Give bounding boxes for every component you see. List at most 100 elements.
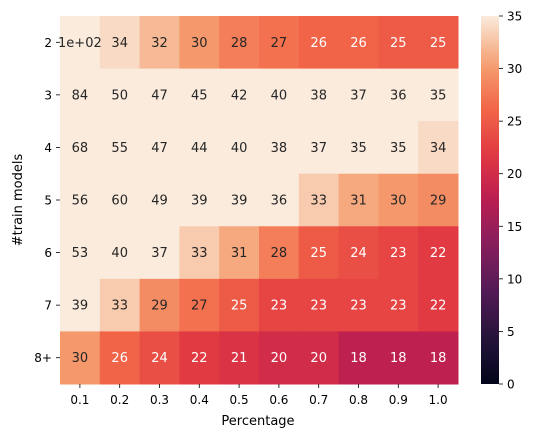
x-tick-label: 1.0 — [429, 393, 448, 407]
heatmap-cell — [139, 331, 180, 385]
colorbar-ticks: 0 5 10 15 20 25 30 35 — [499, 10, 522, 392]
heatmap-cell — [179, 278, 220, 332]
x-tick-label: 0.9 — [389, 393, 408, 407]
cell-label: 18 — [430, 351, 447, 366]
colorbar-tick-label: 20 — [507, 167, 522, 181]
heatmap-cell — [139, 226, 180, 280]
cell-label: 30 — [390, 194, 407, 209]
colorbar-tick-label: 15 — [507, 220, 522, 234]
cell-label: 24 — [151, 351, 168, 366]
heatmap-cell — [298, 16, 340, 70]
cell-label: 37 — [350, 88, 367, 103]
cell-label: 33 — [111, 299, 128, 314]
heatmap-cell — [378, 16, 419, 70]
heatmap-cell — [298, 121, 340, 175]
heatmap-cell — [99, 16, 141, 70]
cell-label: 22 — [430, 246, 447, 261]
cell-label: 28 — [231, 36, 248, 51]
heatmap-cell — [418, 121, 459, 175]
heatmap-cell — [179, 68, 220, 122]
cell-label: 47 — [151, 141, 168, 156]
cell-label: 35 — [430, 88, 447, 103]
cell-label: 18 — [350, 351, 367, 366]
cell-label: 22 — [430, 299, 447, 314]
cell-label: 44 — [191, 141, 208, 156]
heatmap-cell — [298, 68, 340, 122]
heatmap-cell — [378, 68, 419, 122]
heatmap-cell — [298, 331, 340, 385]
cell-label: 25 — [310, 246, 327, 261]
cell-label: 40 — [111, 246, 128, 261]
x-axis: 0.1 0.2 0.3 0.4 0.5 0.6 0.7 0.8 0.9 1.0 — [70, 384, 448, 407]
cell-label: 53 — [72, 246, 89, 261]
heatmap-cell — [179, 226, 220, 280]
heatmap-cell — [99, 331, 141, 385]
x-tick-label: 0.5 — [230, 393, 249, 407]
cell-label: 28 — [271, 246, 288, 261]
cell-label: 26 — [350, 36, 367, 51]
colorbar-tick-label: 0 — [507, 378, 515, 392]
heatmap-cell — [338, 331, 379, 385]
heatmap-cell — [338, 68, 379, 122]
cell-label: 40 — [271, 88, 288, 103]
heatmap-cell — [418, 226, 459, 280]
heatmap-cell — [338, 173, 379, 227]
heatmap-cell — [418, 278, 459, 332]
heatmap-cell — [338, 16, 379, 70]
heatmap-cell — [378, 331, 419, 385]
heatmap-cell — [60, 121, 101, 175]
heatmap-cell — [378, 121, 419, 175]
cell-label: 27 — [191, 299, 208, 314]
cell-annotations: 1e+02 34 32 30 28 27 26 26 25 25 84 50 47 45 42 40 38 37 3… — [58, 36, 446, 366]
cell-label: 22 — [191, 351, 208, 366]
colorbar — [481, 16, 499, 384]
x-tick-label: 0.3 — [150, 393, 169, 407]
cell-label: 23 — [310, 299, 327, 314]
heatmap-cell — [259, 278, 300, 332]
cell-label: 45 — [191, 88, 208, 103]
cell-label: 34 — [430, 141, 447, 156]
cell-label: 24 — [350, 246, 367, 261]
cell-label: 47 — [151, 88, 168, 103]
heatmap-cell — [179, 121, 220, 175]
heatmap-cell — [259, 173, 300, 227]
heatmap-cell — [139, 278, 180, 332]
cell-label: 37 — [310, 141, 327, 156]
heatmap-cell — [418, 331, 459, 385]
heatmap-cell — [219, 121, 260, 175]
heatmap-cell — [298, 226, 340, 280]
cell-label: 84 — [72, 88, 89, 103]
cell-label: 38 — [271, 141, 288, 156]
cell-label: 36 — [271, 194, 288, 209]
y-axis-label: #train models — [11, 154, 26, 247]
heatmap-cell — [378, 278, 419, 332]
heatmap-cell — [99, 278, 141, 332]
cell-label: 23 — [350, 299, 367, 314]
heatmap-cell — [60, 68, 101, 122]
cell-label: 21 — [231, 351, 248, 366]
heatmap-cell — [259, 16, 300, 70]
cell-label: 55 — [111, 141, 128, 156]
heatmap-cell — [219, 331, 260, 385]
heatmap-cell — [179, 173, 220, 227]
cell-label: 29 — [430, 194, 447, 209]
x-tick-label: 0.1 — [70, 393, 89, 407]
x-tick-label: 0.2 — [110, 393, 129, 407]
cell-label: 30 — [191, 36, 208, 51]
heatmap-cell — [338, 278, 379, 332]
cell-label: 32 — [151, 36, 168, 51]
cell-label: 20 — [271, 351, 288, 366]
heatmap-cell — [338, 121, 379, 175]
y-tick-label: 8+ — [34, 351, 52, 365]
heatmap-cell — [298, 278, 340, 332]
cell-label: 33 — [191, 246, 208, 261]
cell-label: 23 — [390, 246, 407, 261]
heatmap-cell — [139, 121, 180, 175]
heatmap-cell — [418, 68, 459, 122]
cell-label: 25 — [390, 36, 407, 51]
cell-label: 33 — [310, 194, 327, 209]
x-tick-label: 0.7 — [309, 393, 328, 407]
cell-label: 30 — [72, 351, 89, 366]
cell-label: 39 — [231, 194, 248, 209]
y-tick-label: 3 — [44, 88, 52, 102]
